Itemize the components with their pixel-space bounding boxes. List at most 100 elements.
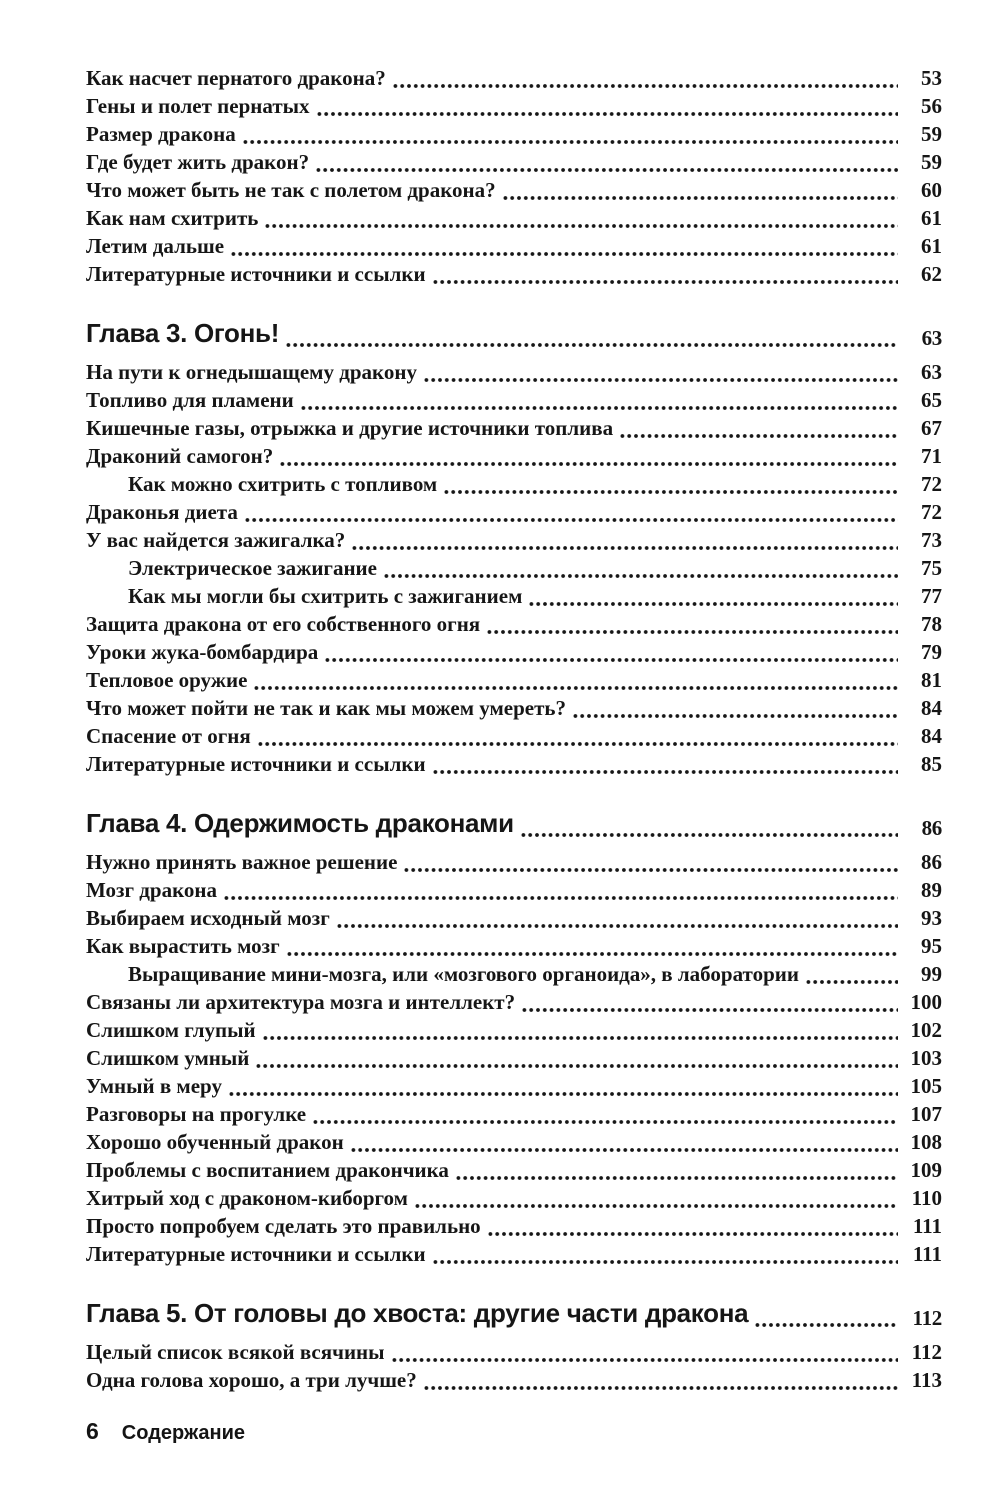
dot-leader	[431, 279, 898, 288]
entry-title: Нужно принять важное решение	[86, 850, 398, 874]
dot-leader	[285, 342, 898, 351]
page-number: 77	[921, 584, 942, 608]
dot-leader	[486, 1231, 898, 1240]
dot-leader	[422, 1385, 898, 1394]
entry-title: Просто попробуем сделать это правильно	[86, 1214, 481, 1238]
dot-leader	[335, 923, 898, 932]
entry-title: У вас найдется зажигалка?	[86, 528, 346, 552]
dot-leader	[413, 1203, 898, 1212]
page-number: 62	[921, 262, 942, 286]
page-number: 63	[921, 326, 943, 350]
page-number: 113	[911, 1368, 942, 1392]
dot-leader	[261, 1035, 898, 1044]
toc-entry-row: На пути к огнедышащему дракону 63	[86, 358, 942, 386]
entry-title: Спасение от огня	[86, 724, 251, 748]
dot-leader	[255, 1063, 898, 1072]
entry-title: Летим дальше	[86, 234, 225, 258]
toc-section: Глава 4. Одержимость драконами 86 Нужно пр…	[86, 804, 942, 1268]
toc-entry-row: Проблемы с воспитанием дракончика 109	[86, 1156, 942, 1184]
toc-entry-row: Нужно принять важное решение 86	[86, 848, 942, 876]
page-number: 103	[910, 1046, 943, 1070]
entry-title: Мозг дракона	[86, 878, 217, 902]
toc-entry-row: Спасение от огня 84	[86, 722, 942, 750]
page-number: 67	[921, 416, 942, 440]
entry-title: Литературные источники и ссылки	[86, 262, 426, 286]
dot-leader	[454, 1175, 898, 1184]
page-number: 61	[921, 234, 942, 258]
entry-title: Размер дракона	[86, 122, 236, 146]
page-footer: 6 Содержание	[86, 1418, 942, 1445]
toc-entry-row: Слишком умный 103	[86, 1044, 942, 1072]
entry-title: Как вырастить мозг	[86, 934, 280, 958]
page-number: 108	[910, 1130, 943, 1154]
entry-title: Проблемы с воспитанием дракончика	[86, 1158, 449, 1182]
dot-leader	[528, 601, 898, 610]
page-number: 105	[910, 1074, 943, 1098]
entry-title: Литературные источники и ссылки	[86, 752, 426, 776]
page-number: 78	[921, 612, 942, 636]
page-number: 59	[921, 122, 942, 146]
entry-title: Топливо для пламени	[86, 388, 294, 412]
footer-section-label: Содержание	[121, 1422, 246, 1444]
entry-title: Выращивание мини-мозга, или «мозгового о…	[128, 962, 799, 986]
dot-leader	[521, 1007, 898, 1016]
toc-entry-row: Что может пойти не так и как мы можем ум…	[86, 694, 942, 722]
toc-entry-row: Одна голова хорошо, а три лучше? 113	[86, 1366, 942, 1394]
entry-title: Гены и полет пернатых	[86, 94, 310, 118]
dot-leader	[253, 685, 898, 694]
toc-section: Глава 5. От головы до хвоста: другие час…	[86, 1294, 942, 1394]
dot-leader	[422, 377, 898, 386]
entry-title: Как насчет пернатого дракона?	[86, 66, 386, 90]
toc-entry-row: Литературные источники и ссылки 62	[86, 260, 942, 288]
toc-entry-row: Где будет жить дракон? 59	[86, 148, 942, 176]
folio-page-number: 6	[86, 1418, 99, 1444]
dot-leader	[223, 895, 898, 904]
toc-entry-row: Мозг дракона 89	[86, 876, 942, 904]
entry-title: Что может быть не так с полетом дракона?	[86, 178, 496, 202]
dot-leader	[351, 545, 898, 554]
dot-leader	[299, 405, 898, 414]
dot-leader	[501, 195, 898, 204]
dot-leader	[619, 433, 898, 442]
toc-entry-row: Как мы могли бы схитрить с зажиганием 77	[86, 582, 942, 610]
page-number: 111	[912, 1242, 942, 1266]
page-number: 79	[921, 640, 942, 664]
dot-leader	[256, 741, 898, 750]
dot-leader	[315, 167, 898, 176]
entry-title: Разговоры на прогулке	[86, 1102, 307, 1126]
toc-entry-row: Слишком глупый 102	[86, 1016, 942, 1044]
page-number: 99	[921, 962, 942, 986]
entry-title: Что может пойти не так и как мы можем ум…	[86, 696, 567, 720]
dot-leader	[230, 251, 898, 260]
dot-leader	[349, 1147, 898, 1156]
toc-entry-row: Просто попробуем сделать это правильно 11…	[86, 1212, 942, 1240]
toc-entry-row: Как можно схитрить с топливом 72	[86, 470, 942, 498]
chapter-heading-row: Глава 5. От головы до хвоста: другие час…	[86, 1294, 942, 1332]
dot-leader	[431, 769, 898, 778]
page-number: 111	[912, 1214, 942, 1238]
entry-title: Целый список всякой всячины	[86, 1340, 385, 1364]
page-number: 86	[921, 816, 943, 840]
page-number: 59	[921, 150, 942, 174]
entry-title: Защита дракона от его собственного огня	[86, 612, 481, 636]
entry-title: Как нам схитрить	[86, 206, 259, 230]
page-number: 112	[911, 1340, 942, 1364]
dot-leader	[279, 461, 898, 470]
entry-title: Умный в меру	[86, 1074, 222, 1098]
entry-title: Связаны ли архитектура мозга и интеллект…	[86, 990, 516, 1014]
chapter-title: Глава 5. От головы до хвоста: другие час…	[86, 1298, 749, 1328]
toc-entry-row: Что может быть не так с полетом дракона?…	[86, 176, 942, 204]
page-number: 93	[921, 906, 942, 930]
toc-entry-row: Топливо для пламени 65	[86, 386, 942, 414]
page-number: 102	[910, 1018, 943, 1042]
page-number: 86	[921, 850, 942, 874]
toc-entry-row: Летим дальше 61	[86, 232, 942, 260]
entry-title: Драконий самогон?	[86, 444, 274, 468]
page-number: 110	[911, 1186, 942, 1210]
page-number: 89	[921, 878, 942, 902]
toc-entry-row: Как вырастить мозг 95	[86, 932, 942, 960]
toc-entry-row: Защита дракона от его собственного огня 7…	[86, 610, 942, 638]
page-number: 95	[921, 934, 942, 958]
page-number: 107	[910, 1102, 943, 1126]
